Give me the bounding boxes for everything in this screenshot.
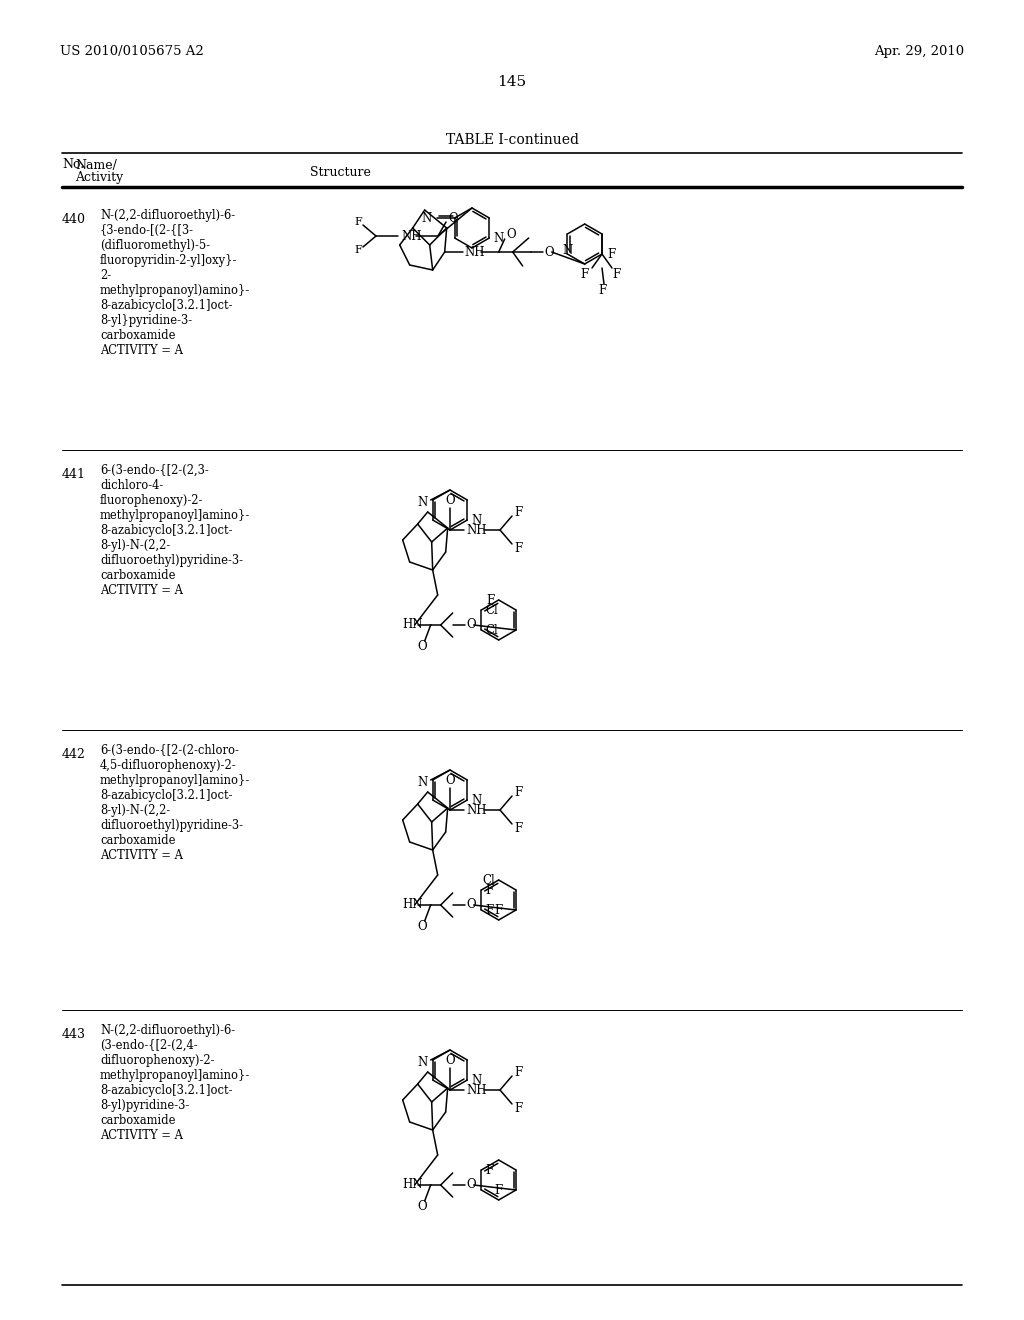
Text: N: N [422, 211, 432, 224]
Text: O: O [467, 619, 476, 631]
Text: O: O [418, 1200, 427, 1213]
Text: F: F [495, 1184, 503, 1196]
Text: F: F [354, 246, 361, 255]
Text: N-(2,2-difluoroethyl)-6-
(3-endo-{[2-(2,4-
difluorophenoxy)-2-
methylpropanoyl]a: N-(2,2-difluoroethyl)-6- (3-endo-{[2-(2,… [100, 1024, 250, 1142]
Text: N-(2,2-difluoroethyl)-6-
{3-endo-[(2-{[3-
(difluoromethyl)-5-
fluoropyridin-2-yl: N-(2,2-difluoroethyl)-6- {3-endo-[(2-{[3… [100, 209, 250, 356]
Text: 145: 145 [498, 75, 526, 88]
Text: N: N [418, 495, 428, 508]
Text: HN: HN [402, 619, 423, 631]
Text: F: F [485, 883, 494, 896]
Text: US 2010/0105675 A2: US 2010/0105675 A2 [60, 45, 204, 58]
Text: 441: 441 [62, 469, 86, 480]
Text: Apr. 29, 2010: Apr. 29, 2010 [873, 45, 964, 58]
Text: N: N [562, 243, 572, 256]
Text: F: F [598, 284, 606, 297]
Text: Name/: Name/ [75, 158, 117, 172]
Text: O: O [467, 1179, 476, 1192]
Text: 440: 440 [62, 213, 86, 226]
Text: 6-(3-endo-{[2-(2,3-
dichloro-4-
fluorophenoxy)-2-
methylpropanoyl]amino}-
8-azab: 6-(3-endo-{[2-(2,3- dichloro-4- fluoroph… [100, 465, 250, 597]
Text: 6-(3-endo-{[2-(2-chloro-
4,5-difluorophenoxy)-2-
methylpropanoyl]amino}-
8-azabi: 6-(3-endo-{[2-(2-chloro- 4,5-difluorophe… [100, 744, 250, 862]
Text: Activity: Activity [75, 172, 123, 185]
Text: NH: NH [466, 1084, 486, 1097]
Text: F: F [514, 821, 522, 834]
Text: TABLE I-continued: TABLE I-continued [445, 133, 579, 147]
Text: No.: No. [62, 158, 84, 172]
Text: NH: NH [466, 804, 486, 817]
Text: F: F [607, 248, 615, 260]
Text: N: N [494, 231, 504, 244]
Text: F: F [514, 1101, 522, 1114]
Text: Cl: Cl [482, 874, 495, 887]
Text: F: F [514, 785, 522, 799]
Text: N: N [418, 776, 428, 788]
Text: Cl: Cl [485, 623, 498, 636]
Text: 442: 442 [62, 748, 86, 762]
Text: F: F [354, 216, 361, 227]
Text: O: O [445, 1053, 455, 1067]
Text: F: F [485, 903, 494, 916]
Text: O: O [418, 920, 427, 933]
Text: NH: NH [401, 230, 422, 243]
Text: O: O [445, 774, 455, 787]
Text: N: N [418, 1056, 428, 1068]
Text: O: O [545, 246, 554, 259]
Text: NH: NH [465, 246, 485, 259]
Text: Cl: Cl [485, 603, 498, 616]
Text: F: F [514, 506, 522, 519]
Text: O: O [445, 494, 455, 507]
Text: N: N [471, 1073, 481, 1086]
Text: F: F [485, 1163, 494, 1176]
Text: F: F [514, 541, 522, 554]
Text: HN: HN [402, 1179, 423, 1192]
Text: Structure: Structure [310, 165, 371, 178]
Text: O: O [418, 640, 427, 653]
Text: F: F [495, 903, 503, 916]
Text: F: F [514, 1065, 522, 1078]
Text: O: O [449, 211, 458, 224]
Text: F: F [612, 268, 621, 281]
Text: N: N [471, 793, 481, 807]
Text: O: O [507, 228, 516, 242]
Text: F: F [581, 268, 589, 281]
Text: 443: 443 [62, 1028, 86, 1041]
Text: O: O [467, 899, 476, 912]
Text: NH: NH [466, 524, 486, 536]
Text: N: N [471, 513, 481, 527]
Text: F: F [486, 594, 495, 606]
Text: HN: HN [402, 899, 423, 912]
